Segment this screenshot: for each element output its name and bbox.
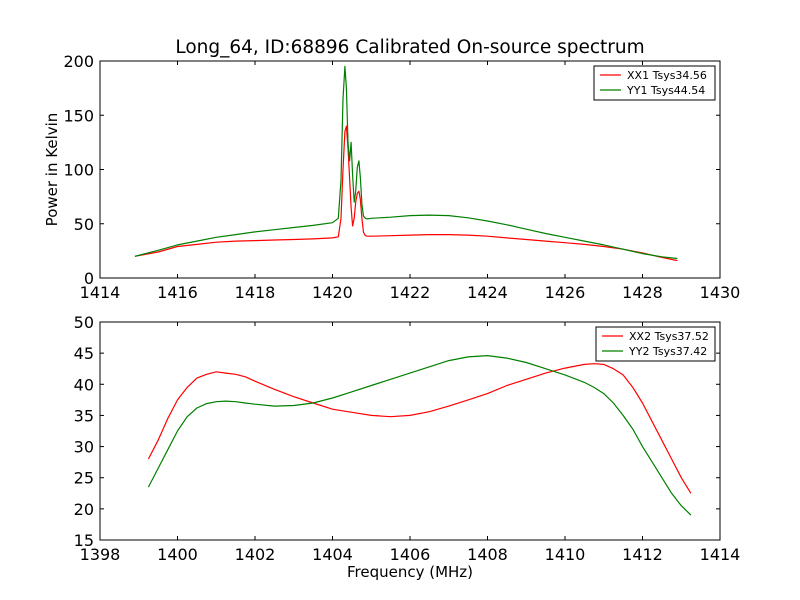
y-tick-label: 100 <box>63 161 94 180</box>
y-axis-label: Power in Kelvin <box>43 113 61 227</box>
x-tick-label: 1410 <box>545 545 586 564</box>
x-tick-label: 1412 <box>622 545 663 564</box>
legend-box <box>595 326 716 362</box>
y-tick-label: 40 <box>74 375 94 394</box>
y-tick-label: 50 <box>74 215 94 234</box>
bottom-panel: 1398 1400 1402 1404 1406 1408 1410 1412 1414 15 20… <box>74 313 741 581</box>
y-tick-label: 20 <box>74 500 94 519</box>
series-line-bottom-xx <box>147 363 692 494</box>
y-tick-label: 150 <box>63 106 94 125</box>
series-line-top-xx <box>134 125 678 262</box>
x-tick-label: 1400 <box>157 545 198 564</box>
x-tick-label: 1428 <box>622 283 663 302</box>
legend-label: XX2 Tsys37.52 <box>629 330 709 343</box>
x-tick-label: 1424 <box>467 283 508 302</box>
x-tick-label: 1404 <box>312 545 353 564</box>
x-tick-label: 1418 <box>235 283 276 302</box>
x-tick-label: 1398 <box>80 545 121 564</box>
x-tick-label: 1430 <box>700 283 741 302</box>
legend: XX2 Tsys37.52 YY2 Tsys37.42 <box>595 326 716 362</box>
legend-label: YY1 Tsys44.54 <box>626 84 705 97</box>
legend-label: YY2 Tsys37.42 <box>628 345 707 358</box>
top-panel: 1414 1416 1418 1420 1422 1424 1426 1428 1430 0 50 1… <box>43 52 740 302</box>
series-line-bottom-yy <box>147 355 692 516</box>
x-tick-label: 1416 <box>157 283 198 302</box>
x-axis-label: Frequency (MHz) <box>347 563 473 581</box>
legend: XX1 Tsys34.56 YY1 Tsys44.54 <box>593 65 716 101</box>
x-tick-label: 1414 <box>80 283 121 302</box>
chart-title: Long_64, ID:68896 Calibrated On-source s… <box>175 37 644 58</box>
x-tick-label: 1402 <box>235 545 276 564</box>
x-tick-label: 1408 <box>467 545 508 564</box>
x-tick-label: 1422 <box>390 283 431 302</box>
y-tick-label: 35 <box>74 406 94 425</box>
x-tick-label: 1406 <box>390 545 431 564</box>
y-tick-label: 15 <box>74 531 94 550</box>
series-line-top-yy <box>134 65 678 260</box>
legend-label: XX1 Tsys34.56 <box>627 69 707 82</box>
y-tick-label: 25 <box>74 469 94 488</box>
y-tick-label: 200 <box>63 52 94 71</box>
y-tick-label: 0 <box>84 269 94 288</box>
y-tick-label: 30 <box>74 438 94 457</box>
x-tick-label: 1420 <box>312 283 353 302</box>
y-tick-label: 45 <box>74 344 94 363</box>
y-tick-label: 50 <box>74 313 94 332</box>
legend-box <box>593 65 716 101</box>
x-tick-label: 1414 <box>700 545 741 564</box>
x-tick-label: 1426 <box>545 283 586 302</box>
